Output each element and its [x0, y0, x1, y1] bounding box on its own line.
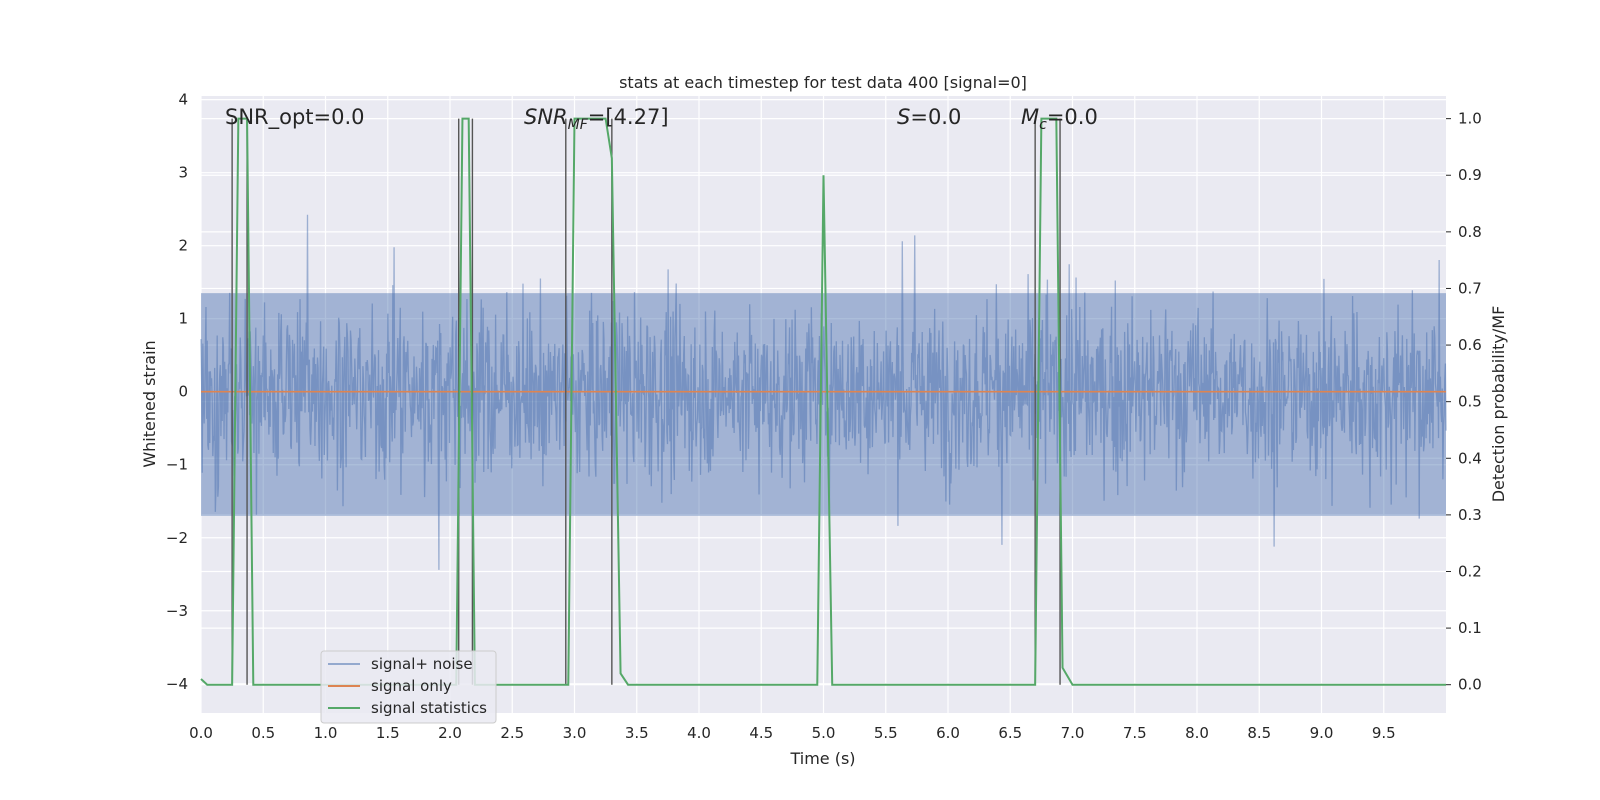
annotation-s-symbol: S	[897, 105, 910, 129]
x-tick-label: 7.5	[1123, 724, 1147, 742]
tick-labels: 0.0 0.5 1.0 1.5 2.0 2.5 3.0 3.5 4.0 4.5 5.0 5.5 6.0 6…	[166, 91, 1482, 742]
y2-tick-label: 0.0	[1458, 676, 1482, 694]
signal-plus-noise-line	[200, 214, 1447, 570]
x-tick-label: 4.5	[749, 724, 773, 742]
y2-tick-label: 0.1	[1458, 619, 1482, 637]
legend-label-signal-only: signal only	[371, 677, 452, 695]
y2-tick-label: 0.6	[1458, 336, 1482, 354]
legend-label-signal-plus-noise: signal+ noise	[371, 655, 473, 673]
annotation-mc-sub: c	[1039, 117, 1047, 133]
legend-label-signal-statistics: signal statistics	[371, 699, 487, 717]
annotation-mc-main: M	[1021, 105, 1039, 129]
x-tick-label: 2.5	[500, 724, 524, 742]
series-signal-statistics	[200, 117, 1446, 686]
y2-tick-label: 0.4	[1458, 449, 1482, 467]
x-tick-label: 7.0	[1061, 724, 1085, 742]
x-axis-label: Time (s)	[789, 749, 855, 768]
x-tick-label: 3.5	[625, 724, 649, 742]
x-tick-label: 1.0	[314, 724, 338, 742]
annotation-mc: Mc=0.0	[1021, 105, 1098, 133]
annotation-s-value: =0.0	[910, 105, 961, 129]
x-tick-label: 2.0	[438, 724, 462, 742]
annotation-mc-value: =0.0	[1047, 105, 1098, 129]
x-tick-label: 3.0	[563, 724, 587, 742]
x-tick-label: 8.0	[1185, 724, 1209, 742]
annotation-snr-mf-sub: MF	[568, 117, 589, 133]
y2-tick-label: 0.2	[1458, 562, 1482, 580]
x-tick-label: 5.0	[812, 724, 836, 742]
x-tick-label: 0.5	[251, 724, 275, 742]
y2-axis-label: Detection probability/MF	[1489, 306, 1508, 503]
y-tick-label: −2	[166, 529, 188, 547]
x-tick-label: 6.5	[998, 724, 1022, 742]
y-tick-label: −1	[166, 456, 188, 474]
x-tick-label: 9.0	[1310, 724, 1334, 742]
y2-tick-label: 1.0	[1458, 110, 1482, 128]
x-tick-label: 9.5	[1372, 724, 1396, 742]
signal-statistics-line	[200, 117, 1446, 686]
legend-box	[320, 650, 497, 724]
y-tick-label: 1	[178, 310, 188, 328]
y-tick-label: −3	[166, 602, 188, 620]
y2-tick-label: 0.8	[1458, 223, 1482, 241]
y2-tick-label: 0.3	[1458, 506, 1482, 524]
x-tick-label: 6.0	[936, 724, 960, 742]
y-tick-label: 3	[178, 164, 188, 182]
annotation-s: S=0.0	[897, 105, 961, 129]
annotation-snr-mf: SNRMF=[4.27]	[524, 105, 669, 133]
y-axis-label: Whitened strain	[140, 340, 159, 467]
y2-tick-label: 0.9	[1458, 166, 1482, 184]
y2-tick-label: 0.7	[1458, 279, 1482, 297]
annotation-snr-mf-main: SNR	[524, 105, 568, 129]
y-tick-label: 2	[178, 237, 188, 255]
x-tick-label: 5.5	[874, 724, 898, 742]
chart-title: stats at each timestep for test data 400…	[619, 73, 1027, 92]
series-signal-plus-noise	[200, 214, 1447, 570]
annotation-snr-mf-value: =[4.27]	[588, 105, 669, 129]
x-tick-label: 8.5	[1247, 724, 1271, 742]
x-tick-label: 1.5	[376, 724, 400, 742]
y-tick-label: 4	[178, 91, 188, 109]
signal-plus-noise-band	[201, 293, 1446, 516]
legend: signal+ noise signal only signal statist…	[320, 650, 497, 724]
y2-tick-label: 0.5	[1458, 393, 1482, 411]
y-tick-label: −4	[166, 675, 188, 693]
x-tick-label: 4.0	[687, 724, 711, 742]
y-tick-label: 0	[178, 383, 188, 401]
grid-lines	[200, 96, 1446, 713]
x-tick-label: 0.0	[189, 724, 213, 742]
annotation-snr-opt: SNR_opt=0.0	[225, 105, 365, 130]
